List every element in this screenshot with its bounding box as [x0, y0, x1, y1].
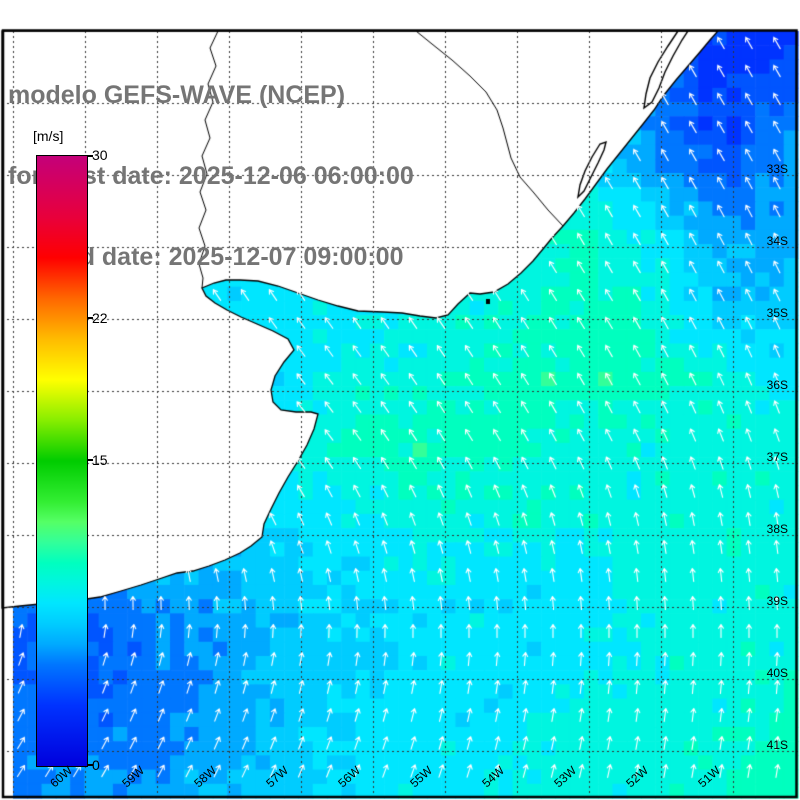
colorbar-tick-label: 0 [92, 757, 100, 773]
colorbar-tickmark [87, 764, 93, 766]
latitude-label: 40S [766, 666, 788, 680]
latitude-label: 37S [766, 450, 788, 464]
valid-date: valid date: 2025-12-07 09:00:00 [38, 243, 404, 271]
colorbar-tick-label: 22 [92, 309, 108, 326]
colorbar-tick-label: 30 [92, 147, 108, 163]
colorbar-gradient [36, 155, 88, 767]
colorbar-tickmark [87, 316, 93, 319]
model-title: modelo GEFS-WAVE (NCEP) [8, 81, 346, 109]
colorbar-tickmark [87, 459, 93, 461]
colorbar-tickmark [87, 155, 93, 157]
latitude-label: 33S [766, 162, 788, 176]
latitude-label: 34S [766, 234, 788, 248]
latitude-label: 35S [766, 306, 788, 320]
colorbar-unit-label: [m/s] [33, 128, 64, 144]
latitude-label: 39S [766, 594, 788, 608]
latitude-label: 38S [766, 522, 788, 536]
colorbar-tick-label: 15 [92, 452, 108, 468]
latitude-label: 36S [766, 378, 788, 392]
latitude-label: 41S [766, 738, 788, 752]
